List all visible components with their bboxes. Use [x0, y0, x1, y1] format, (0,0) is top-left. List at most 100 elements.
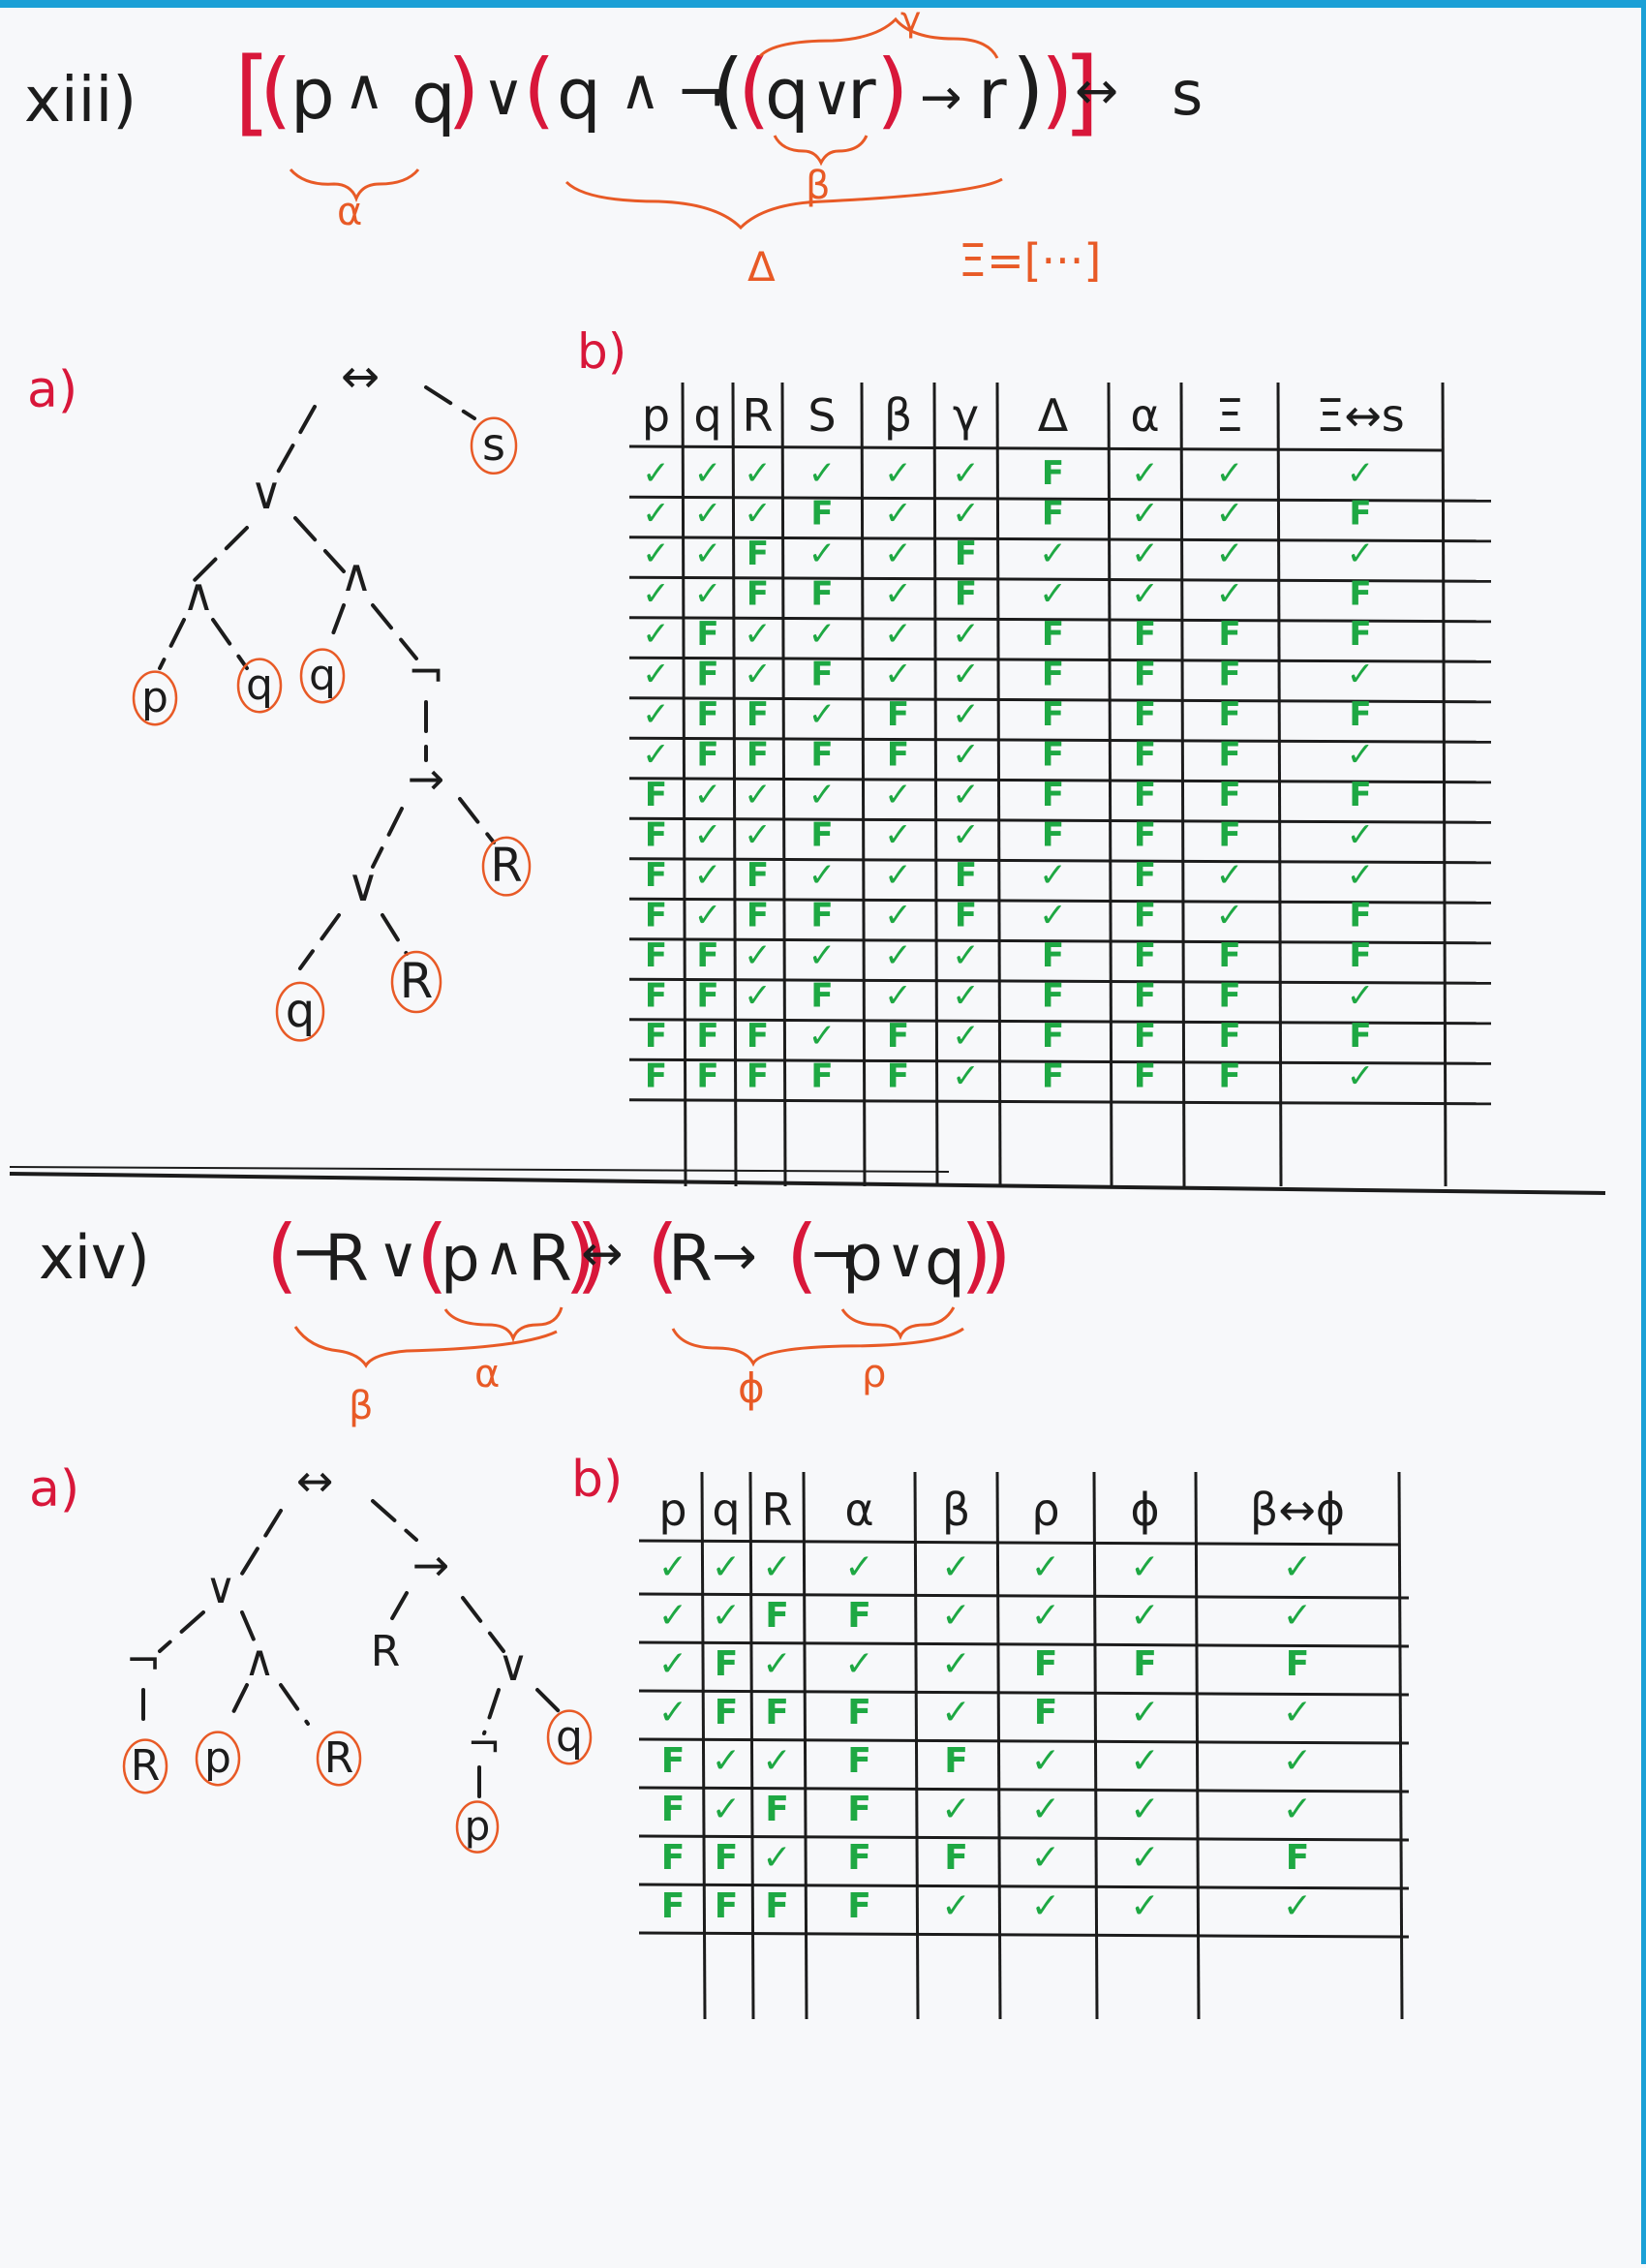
leaf-circle: [455, 1800, 500, 1854]
table-cell: F: [1042, 776, 1064, 814]
part-a-label-xiii: a): [27, 361, 77, 419]
table-cell: F: [747, 695, 769, 734]
edge-root-s: [424, 385, 476, 420]
table-cell: F: [1349, 695, 1371, 734]
table-cell: ✓: [1130, 1548, 1159, 1587]
table-cell: ✓: [884, 495, 912, 534]
table-cell: ✓: [642, 535, 670, 573]
table-cell: F: [1134, 936, 1156, 975]
table-cell: F: [1349, 615, 1371, 654]
table-cell: ✓: [744, 495, 772, 534]
tree-node-not-inner: ¬: [467, 1720, 501, 1767]
table-cell: ✓: [941, 1693, 970, 1732]
table-cell: ✓: [712, 1596, 741, 1636]
table-cell: F: [944, 1741, 968, 1781]
table-header: Δ: [1038, 389, 1069, 442]
tree-leaf-R: R: [490, 839, 522, 893]
leaf-circle: [236, 658, 283, 714]
edge-or-and1: [182, 526, 249, 593]
table-cell: F: [810, 816, 833, 855]
edge-and-p: [226, 1683, 249, 1726]
table-row-line: [638, 1592, 1410, 1600]
formula-paren: ): [447, 42, 480, 138]
label-alpha: α: [337, 190, 362, 234]
beta-underbrace: [773, 135, 869, 167]
table-cell: ✓: [658, 1693, 687, 1732]
table-row-line: [628, 1018, 1492, 1026]
table-cell: ✓: [1347, 736, 1375, 775]
label-beta: β: [349, 1384, 374, 1428]
table-column-divider: [802, 1471, 808, 2020]
table-header-line: [638, 1539, 1400, 1547]
table-cell: ✓: [808, 776, 837, 814]
section-divider-thin: [9, 1166, 950, 1173]
table-cell: F: [1134, 656, 1156, 694]
table-cell: ✓: [744, 454, 772, 493]
table-row-line: [628, 977, 1492, 985]
table-cell: ✓: [844, 1644, 873, 1684]
formula-paren: ): [576, 1208, 608, 1303]
tree-leaf-R2: R: [400, 953, 434, 1009]
problem-xiv: xiv) ( ¬ R ∨ ( p ∧ R ) ) ↔ ( R → ( ¬ p ∨: [29, 1208, 1410, 2020]
tree-node-implies: →: [408, 752, 445, 805]
table-cell: ✓: [952, 816, 980, 855]
table-cell: ✓: [1347, 816, 1375, 855]
label-gamma: γ: [900, 0, 921, 40]
formula-var-r: r: [847, 53, 876, 135]
edge-and-q: [211, 618, 249, 670]
table-cell: F: [1042, 1017, 1064, 1056]
table-cell: ✓: [808, 454, 837, 493]
formula-paren: ): [564, 1208, 596, 1303]
syntax-tree-xiv: ↔∨ →¬ ∧R p RR ∨¬ qp: [122, 1455, 593, 1854]
table-cell: ✓: [884, 535, 912, 573]
phi-underbrace: [671, 1327, 964, 1367]
table-cell: ✓: [658, 1596, 687, 1636]
table-column-divider: [1107, 382, 1113, 1187]
table-cell: F: [661, 1741, 686, 1781]
formula-or: ∨: [482, 61, 525, 129]
table-cell: ✓: [642, 615, 670, 654]
table-cell: ✓: [1283, 1886, 1312, 1926]
table-header: Ξ↔s: [1316, 389, 1405, 442]
table-cell: F: [887, 1017, 909, 1056]
table-cell: F: [765, 1596, 789, 1636]
table-cell: ✓: [1216, 535, 1244, 573]
table-cell: F: [955, 897, 977, 935]
table-cell: F: [1349, 1017, 1371, 1056]
formula-and: ∧: [344, 56, 384, 122]
table-cell: F: [645, 936, 667, 975]
syntax-tree-xiii: ↔s∨∧ ∧p q q ¬→R∨qR: [132, 350, 532, 1042]
formula-paren: ): [960, 1208, 992, 1303]
table-cell: F: [1133, 1644, 1157, 1684]
table-cell: ✓: [694, 495, 722, 534]
table-header: S: [808, 389, 836, 442]
table-cell: ✓: [884, 575, 912, 614]
table-cell: ✓: [952, 977, 980, 1016]
section-divider: [9, 1172, 1606, 1195]
table-cell: ✓: [1031, 1596, 1060, 1636]
part-a-label-xiv: a): [29, 1460, 79, 1518]
table-row-line: [628, 536, 1492, 543]
table-cell: F: [955, 856, 977, 895]
table-cell: ✓: [658, 1644, 687, 1684]
table-cell: F: [696, 615, 718, 654]
table-cell: ✓: [1216, 897, 1244, 935]
tree-leaf-R: R: [131, 1741, 161, 1791]
table-cell: ✓: [1039, 575, 1067, 614]
table-cell: ✓: [1347, 454, 1375, 493]
table-column-divider: [681, 382, 687, 1187]
label-phi: ϕ: [738, 1364, 765, 1412]
table-cell: F: [887, 695, 909, 734]
formula-xiv: ( ¬ R ∨ ( p ∧ R ) ) ↔ ( R → ( ¬ p ∨ q ): [266, 1208, 1012, 1303]
tree-node-or: ∨: [250, 467, 283, 519]
table-cell: F: [955, 535, 977, 573]
table-row-line: [628, 937, 1492, 945]
table-cell: F: [1218, 695, 1240, 734]
table-cell: ✓: [762, 1644, 791, 1684]
tree-leaf-R2: R: [324, 1733, 354, 1783]
table-cell: F: [810, 1057, 833, 1096]
table-cell: ✓: [808, 936, 837, 975]
edge-or-and: [240, 1610, 259, 1648]
table-cell: F: [1218, 977, 1240, 1016]
table-cell: F: [715, 1838, 739, 1878]
